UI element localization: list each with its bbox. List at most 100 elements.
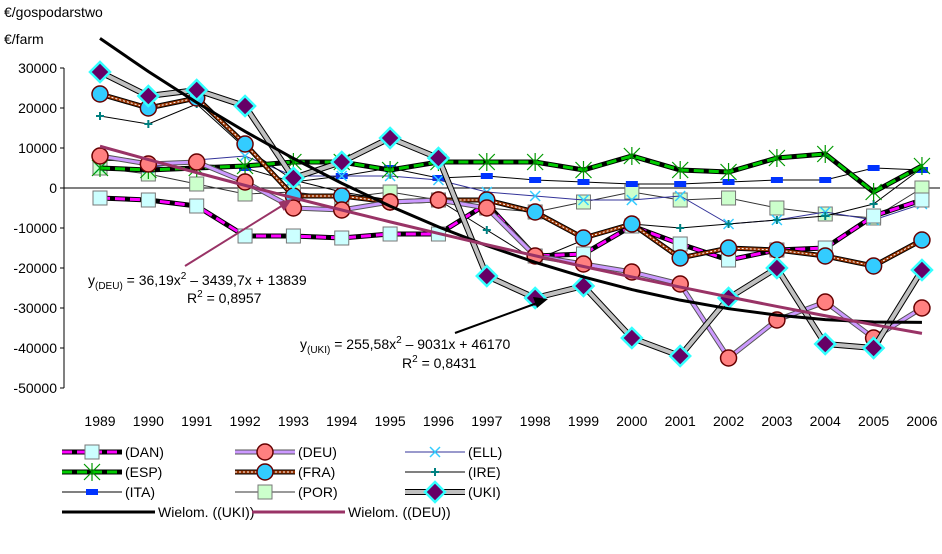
marker xyxy=(529,190,541,202)
marker xyxy=(571,274,596,298)
marker xyxy=(432,175,445,181)
marker xyxy=(668,344,692,368)
y-tick-label: 30000 xyxy=(18,60,57,76)
legend-item: (ITA) xyxy=(62,484,155,500)
marker xyxy=(623,147,641,165)
marker xyxy=(475,264,499,288)
marker xyxy=(136,84,161,108)
y-tick-label: -50000 xyxy=(13,380,57,396)
marker xyxy=(426,146,451,170)
marker xyxy=(676,224,685,232)
marker xyxy=(913,231,931,249)
series-line xyxy=(99,103,923,261)
eq-rest: – 9031x + 46170 xyxy=(402,336,511,352)
series-line xyxy=(99,153,924,362)
legend-label: (DAN) xyxy=(125,444,164,460)
x-tick-label: 2006 xyxy=(906,413,937,429)
marker xyxy=(233,94,257,118)
series-line xyxy=(99,37,922,324)
x-tick-label: 1993 xyxy=(278,413,309,429)
marker xyxy=(257,484,273,500)
r-squared: R2 = 0,8431 xyxy=(402,354,477,371)
marker xyxy=(189,176,205,192)
marker xyxy=(624,184,640,200)
r-sup: 2 xyxy=(412,354,418,365)
marker xyxy=(672,236,688,252)
marker xyxy=(256,463,274,481)
legend-item: (ESP) xyxy=(62,463,162,481)
marker xyxy=(816,293,834,311)
marker xyxy=(674,181,687,187)
marker xyxy=(480,173,493,179)
marker xyxy=(626,194,638,206)
y-tick-label: 20000 xyxy=(18,100,57,116)
marker xyxy=(382,226,398,242)
legend-item: (IRE) xyxy=(405,464,501,480)
legend-item: Wielom. ((DEU)) xyxy=(252,504,451,520)
marker xyxy=(140,192,156,208)
x-tick-label: 1989 xyxy=(84,413,115,429)
marker xyxy=(429,446,441,458)
series xyxy=(91,85,931,275)
marker xyxy=(620,326,644,350)
eq-y: y xyxy=(300,336,307,352)
legend-item: (DEU) xyxy=(235,443,337,461)
marker xyxy=(526,153,544,171)
y-tick-label: 0 xyxy=(49,180,57,196)
marker xyxy=(381,161,399,179)
marker xyxy=(821,212,830,220)
marker xyxy=(256,443,274,461)
marker xyxy=(86,489,98,495)
x-tick-label: 1994 xyxy=(326,413,357,429)
marker xyxy=(432,174,444,186)
marker xyxy=(189,198,205,214)
arrow-head xyxy=(533,297,548,308)
x-tick-label: 1998 xyxy=(520,413,551,429)
y-tick-label: -40000 xyxy=(13,340,57,356)
marker xyxy=(768,149,786,167)
marker xyxy=(720,163,737,181)
arrow xyxy=(184,201,289,267)
r-squared: R2 = 0,8957 xyxy=(187,289,262,306)
marker xyxy=(96,112,104,120)
marker xyxy=(478,199,496,217)
marker xyxy=(816,247,834,265)
legend-item: Wielom. ((UKI)) xyxy=(62,504,254,520)
x-tick-label: 1999 xyxy=(568,413,599,429)
marker xyxy=(722,179,735,185)
x-tick-label: 2003 xyxy=(761,413,792,429)
marker xyxy=(574,229,593,247)
y-tick-label: -10000 xyxy=(13,220,57,236)
series xyxy=(99,144,923,335)
marker xyxy=(861,336,886,360)
r: R xyxy=(187,290,197,306)
marker xyxy=(91,147,109,165)
y-axis-label: €/farm xyxy=(4,31,44,47)
y-axis-label: €/gospodarstwo xyxy=(4,4,103,20)
marker xyxy=(913,299,931,317)
legend-label: (UKI) xyxy=(468,484,501,500)
marker xyxy=(184,78,209,102)
marker xyxy=(913,157,931,175)
legend-item: (ELL) xyxy=(405,444,502,460)
marker xyxy=(724,220,733,228)
marker xyxy=(865,183,883,201)
eq-sup: 2 xyxy=(396,335,402,346)
marker xyxy=(869,200,878,208)
r: R xyxy=(402,355,412,371)
marker xyxy=(770,177,783,183)
x-tick-label: 2005 xyxy=(858,413,889,429)
marker xyxy=(671,161,689,179)
marker xyxy=(187,153,206,171)
marker xyxy=(429,191,448,209)
marker xyxy=(239,150,251,162)
legend-item: (FRA) xyxy=(235,463,335,481)
x-tick-label: 1991 xyxy=(181,413,212,429)
eq-sub: (UKI) xyxy=(307,345,330,356)
marker xyxy=(625,181,638,187)
r-rest: = 0,8957 xyxy=(203,290,262,306)
marker xyxy=(91,85,109,103)
legend-label: (IRE) xyxy=(468,464,501,480)
series xyxy=(91,147,931,367)
